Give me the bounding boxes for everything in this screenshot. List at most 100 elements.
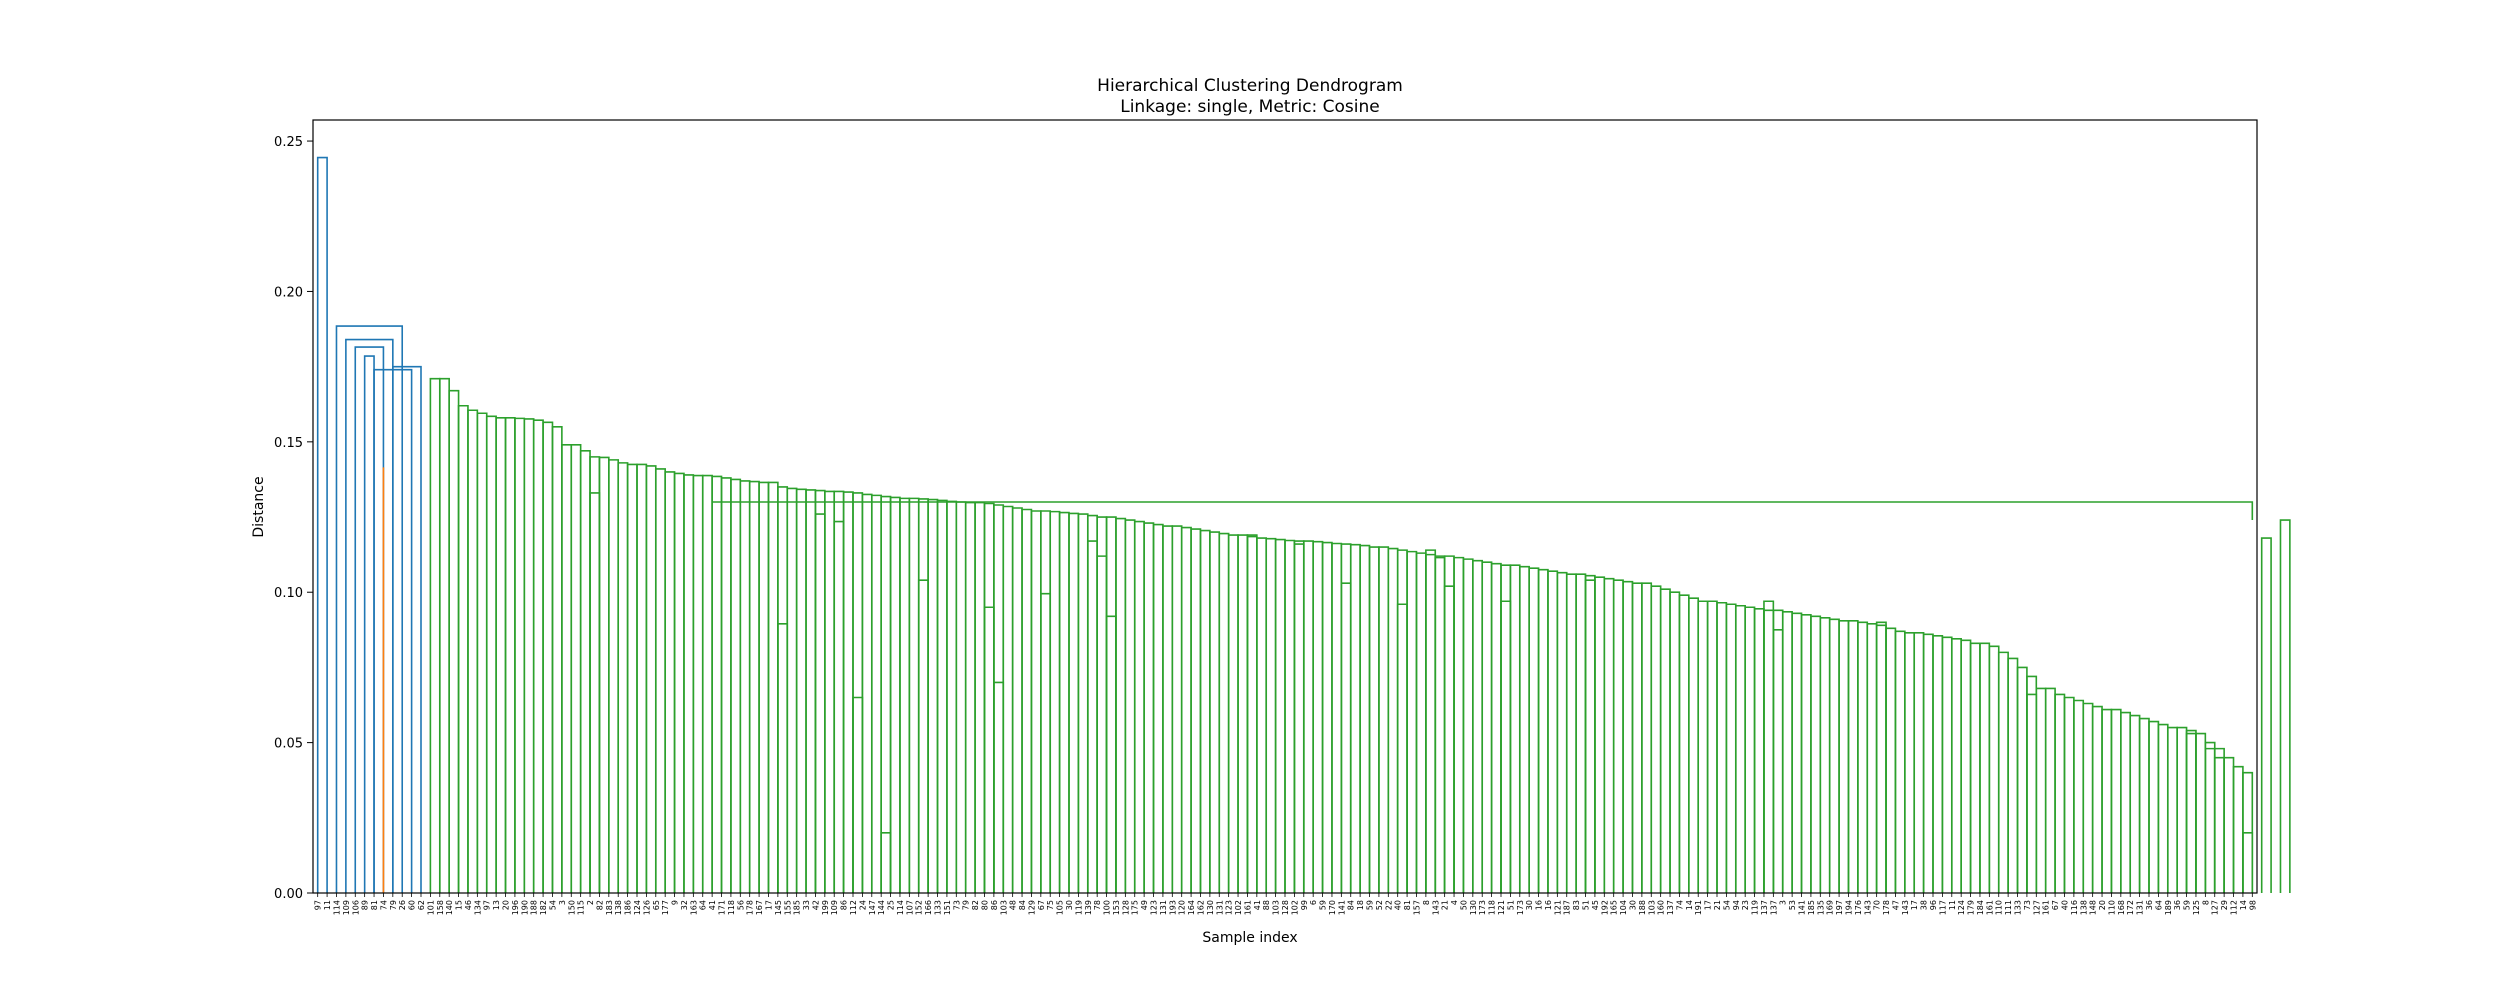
y-tick-label: 0.25	[274, 135, 303, 150]
leaf-label: 59	[2183, 900, 2192, 910]
leaf-label: 3	[558, 900, 567, 905]
leaf-label: 16	[1544, 900, 1553, 910]
leaf-label: 185	[1807, 900, 1816, 915]
cluster2-sublink	[917, 579, 929, 893]
leaf-label: 62	[417, 900, 426, 910]
cluster2-sublink	[2242, 832, 2254, 893]
leaf-label: 4	[1450, 900, 1459, 905]
leaf-label: 54	[1722, 900, 1731, 910]
leaf-label: 118	[727, 900, 736, 915]
leaf-label: 139	[1084, 900, 1093, 915]
leaf-label: 153	[1112, 900, 1121, 915]
leaf-label: 102	[1234, 900, 1243, 915]
leaf-label: 151	[943, 900, 952, 915]
leaf-label: 21	[1713, 900, 1722, 910]
outer-link	[392, 365, 422, 893]
leaf-label: 70	[1873, 900, 1882, 910]
leaf-label: 188	[1638, 900, 1647, 915]
leaf-label: 101	[426, 900, 435, 915]
leaf-label: 80	[980, 900, 989, 910]
leaf-label: 53	[1788, 900, 1797, 910]
leaf-label: 81	[370, 900, 379, 910]
leaf-label: 135	[1816, 900, 1825, 915]
leaf-label: 193	[1168, 900, 1177, 915]
leaf-label: 99	[1300, 900, 1309, 910]
leaf-label: 11	[1948, 900, 1957, 910]
leaf-label: 16	[1535, 900, 1544, 910]
leaf-label: 25	[887, 900, 896, 910]
y-tick-label: 0.20	[274, 285, 303, 300]
leaf-label: 114	[896, 900, 905, 915]
leaf-label: 197	[1835, 900, 1844, 915]
leaf-label: 96	[1929, 900, 1938, 910]
leaf-label: 164	[1187, 900, 1196, 915]
leaf-label: 196	[511, 900, 520, 915]
leaf-label: 30	[1525, 900, 1534, 910]
leaf-label: 147	[868, 900, 877, 915]
leaf-label: 172	[2126, 900, 2135, 915]
leaf-label: 3	[1779, 900, 1788, 905]
leaf-label: 112	[2230, 900, 2239, 915]
leaf-label: 94	[1732, 900, 1741, 910]
leaf-label: 24	[858, 900, 867, 910]
leaf-label: 121	[1553, 900, 1562, 915]
leaf-label: 116	[2070, 900, 2079, 915]
leaf-label: 40	[2060, 900, 2069, 910]
leaf-label: 40	[1394, 900, 1403, 910]
leaf-label: 192	[1600, 900, 1609, 915]
leaf-label: 98	[2248, 900, 2257, 910]
leaf-label: 104	[1619, 900, 1628, 915]
leaf-label: 124	[633, 900, 642, 915]
cluster2-sublink	[993, 681, 1005, 893]
leaf-label: 167	[755, 900, 764, 915]
dendrogram-links	[316, 156, 2291, 893]
leaf-label: 150	[567, 900, 576, 915]
cluster2-sublink	[2279, 519, 2291, 893]
leaf-label: 152	[915, 900, 924, 915]
leaf-label: 117	[1938, 900, 1947, 915]
leaf-label: 9	[671, 900, 680, 905]
leaf-label: 79	[389, 900, 398, 910]
leaf-label: 20	[502, 900, 511, 910]
y-axis: 0.00 0.05 0.10 0.15 0.20 0.25	[274, 135, 313, 902]
leaf-label: 105	[1056, 900, 1065, 915]
leaf-label: 74	[1675, 900, 1684, 910]
y-tick-label: 0.00	[274, 887, 303, 902]
leaf-label: 163	[689, 900, 698, 915]
cluster2-sublink	[1772, 629, 1784, 893]
leaf-label: 127	[2032, 900, 2041, 915]
leaf-label: 73	[952, 900, 961, 910]
leaf-label: 119	[1751, 900, 1760, 915]
leaf-label: 38	[1920, 900, 1929, 910]
leaf-label: 82	[971, 900, 980, 910]
leaf-label: 17	[1910, 900, 1919, 910]
leaf-label: 161	[1243, 900, 1252, 915]
leaf-label: 32	[680, 900, 689, 910]
cluster2-sublink	[1040, 592, 1052, 893]
leaf-label: 64	[2154, 900, 2163, 910]
cluster2-top-link	[712, 501, 2254, 521]
leaf-label: 102	[1290, 900, 1299, 915]
leaf-label: 120	[1178, 900, 1187, 915]
leaf-label: 133	[2014, 900, 2023, 915]
leaf-label: 82	[595, 900, 604, 910]
cluster2-sublink	[2026, 693, 2038, 893]
leaf-label: 121	[1497, 900, 1506, 915]
leaf-label: 97	[483, 900, 492, 910]
leaf-label: 22	[1384, 900, 1393, 910]
leaf-label: 162	[1196, 900, 1205, 915]
leaf-label: 184	[1976, 900, 1985, 915]
leaf-label: 14	[2239, 900, 2248, 910]
leaf-label: 29	[2220, 900, 2229, 910]
leaf-label: 84	[1347, 900, 1356, 910]
cluster2-sublink	[589, 492, 601, 893]
leaf-label: 78	[1093, 900, 1102, 910]
leaf-label: 109	[830, 900, 839, 915]
leaf-label: 119	[1074, 900, 1083, 915]
leaf-label: 124	[1957, 900, 1966, 915]
leaf-label: 143	[1431, 900, 1440, 915]
leaf-label: 161	[1985, 900, 1994, 915]
cluster2-sublink	[833, 520, 845, 893]
leaf-label: 51	[1506, 900, 1515, 910]
cluster2-sublink	[814, 513, 826, 893]
